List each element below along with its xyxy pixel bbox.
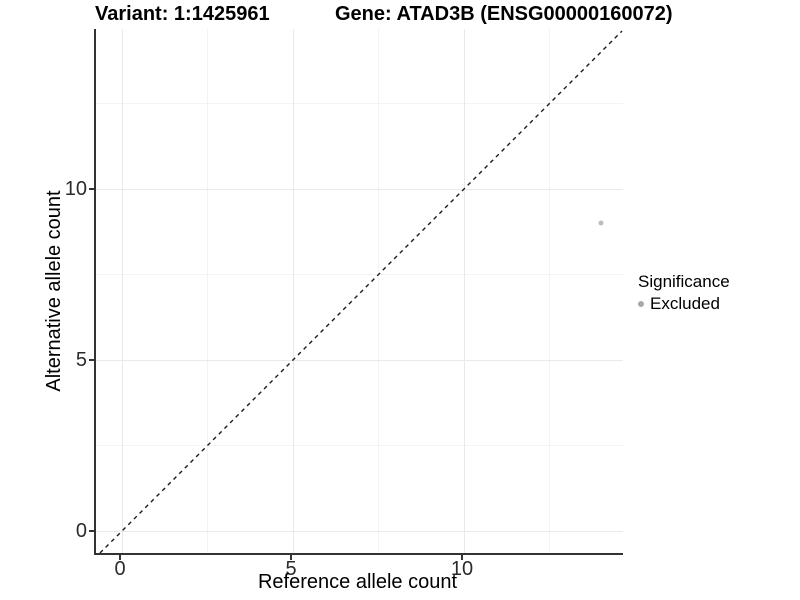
x-axis-title: Reference allele count	[257, 571, 457, 593]
gridline-minor-y-2.5	[96, 445, 623, 446]
y-axis-title: Alternative allele count	[43, 190, 65, 392]
x-tick-label-5: 5	[285, 558, 297, 580]
legend-title: Significance	[638, 272, 730, 291]
plot-panel	[94, 29, 623, 555]
gridline-minor-x-12.5	[549, 29, 550, 553]
scatter-point-excluded	[598, 220, 604, 226]
legend: Significance Excluded	[638, 272, 730, 314]
gridline-major-x-0	[122, 29, 123, 553]
legend-item-label: Excluded	[650, 294, 720, 313]
gridline-major-x-5	[293, 29, 294, 553]
gridline-minor-y-12.5	[96, 103, 623, 104]
legend-item-excluded: Excluded	[638, 294, 730, 314]
x-tick-label-10: 10	[450, 558, 474, 580]
gridline-minor-y-7.5	[96, 274, 623, 275]
x-tick-5	[290, 555, 292, 560]
identity-dashed-line	[99, 30, 623, 553]
y-tick-5	[89, 359, 94, 361]
x-tick-10	[461, 555, 463, 560]
y-tick-label-5: 5	[75, 349, 87, 371]
legend-key-dot-icon	[638, 301, 644, 307]
variant-title: Variant: 1:1425961	[95, 3, 270, 25]
x-tick-label-0: 0	[114, 558, 126, 580]
gridline-major-y-10	[96, 189, 623, 190]
y-tick-0	[89, 530, 94, 532]
gene-title: Gene: ATAD3B (ENSG00000160072)	[335, 3, 673, 25]
gridline-minor-x-2.5	[207, 29, 208, 553]
gridline-major-x-10	[464, 29, 465, 553]
gridline-minor-x-7.5	[378, 29, 379, 553]
x-tick-0	[119, 555, 121, 560]
y-tick-10	[89, 188, 94, 190]
gridline-major-y-5	[96, 360, 623, 361]
gridline-major-y-0	[96, 531, 623, 532]
y-tick-label-10: 10	[64, 178, 87, 200]
y-tick-label-0: 0	[75, 520, 87, 542]
